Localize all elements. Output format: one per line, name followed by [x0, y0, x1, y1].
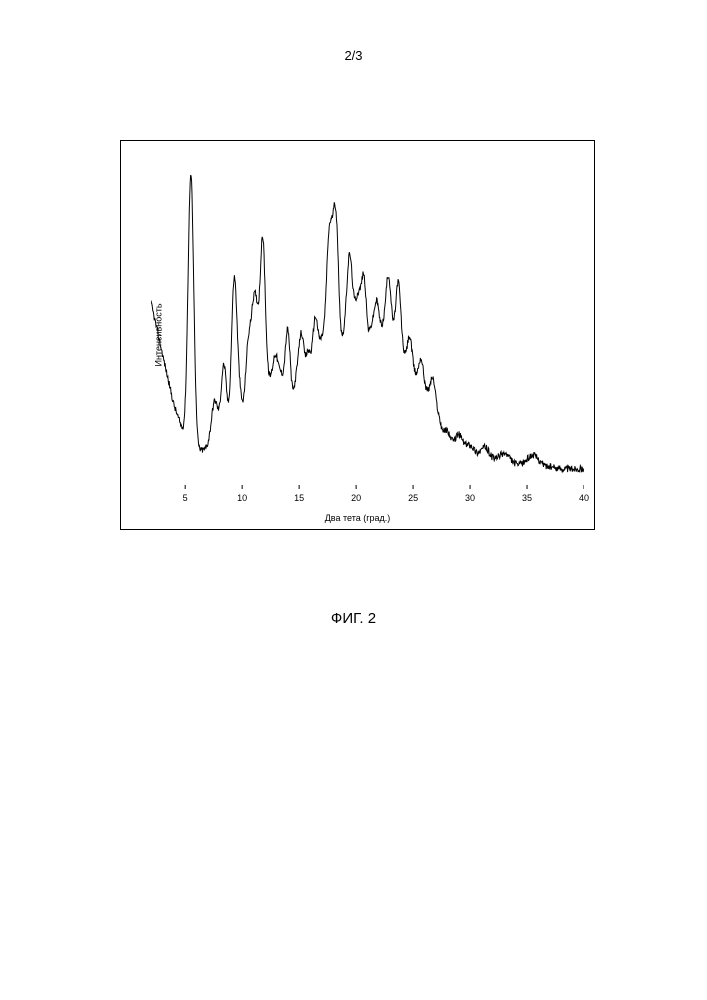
xrd-series-line [151, 175, 584, 472]
x-axis-label: Два тета (град.) [121, 513, 594, 523]
figure-caption: ФИГ. 2 [0, 610, 707, 627]
x-tick-label: 35 [522, 493, 532, 503]
x-tick-label: 20 [351, 493, 361, 503]
xrd-chart-frame: Интенсивность 510152025303540 Два тета (… [120, 140, 595, 530]
x-tick-label: 15 [294, 493, 304, 503]
plot-area [151, 151, 584, 489]
page-number: 2/3 [0, 48, 707, 63]
xrd-line-svg [151, 151, 584, 489]
x-tick-label: 5 [183, 493, 188, 503]
x-tick-label: 25 [408, 493, 418, 503]
x-tick-label: 40 [579, 493, 589, 503]
x-tick-label: 10 [237, 493, 247, 503]
x-tick-label: 30 [465, 493, 475, 503]
page: 2/3 Интенсивность 510152025303540 Два те… [0, 0, 707, 1000]
x-axis-ticks: 510152025303540 [151, 493, 584, 507]
